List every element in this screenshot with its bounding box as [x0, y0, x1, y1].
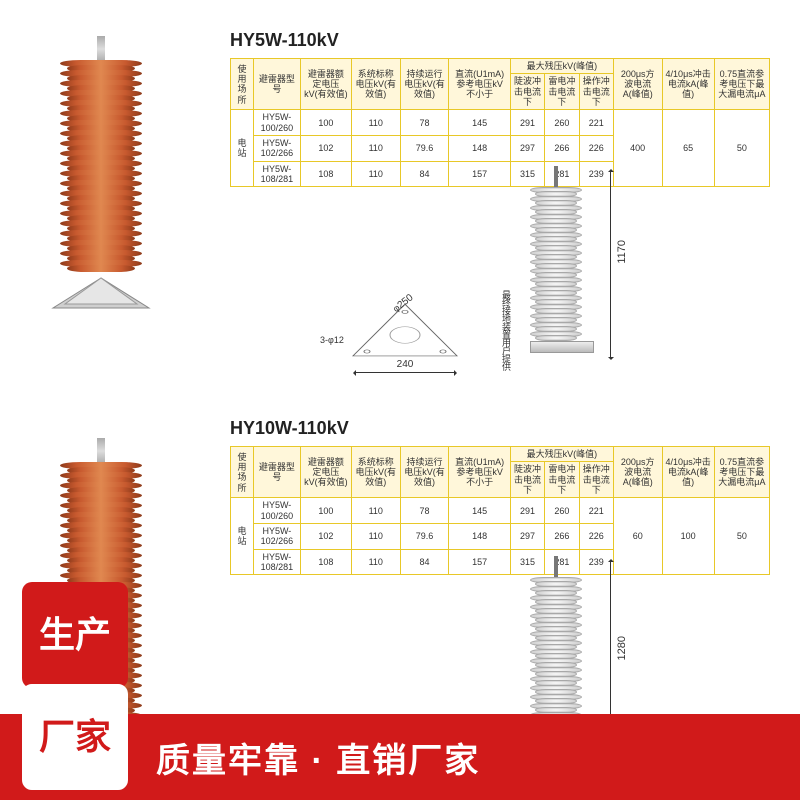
table-cell: 110 — [351, 110, 400, 136]
table-cell: 102 — [300, 524, 351, 550]
table-row: 电站HY5W-100/26010011078145291260221601005… — [231, 498, 770, 524]
table-cell: 110 — [351, 498, 400, 524]
table-header: 0.75直流参考电压下最大漏电流μA — [714, 59, 769, 110]
table-cell: 79.6 — [400, 524, 449, 550]
table-cell: HY5W-100/260 — [253, 498, 300, 524]
drawing-2-height-label: 1280 — [616, 636, 628, 660]
table-header: 使用场所 — [231, 447, 254, 498]
table-cell: 100 — [300, 110, 351, 136]
table-cell: 148 — [449, 136, 510, 162]
drawing-1-arrester — [530, 166, 582, 353]
table-cell: 157 — [449, 549, 510, 575]
table-header: 使用场所 — [231, 59, 254, 110]
table-subheader: 雷电冲击电流下 — [545, 462, 579, 498]
badge-square-2: 厂家 — [22, 684, 128, 790]
table-subheader: 操作冲击电流下 — [579, 462, 613, 498]
table-cell: 400 — [613, 110, 662, 187]
table-cell: 226 — [579, 136, 613, 162]
table-cell: 电站 — [231, 498, 254, 575]
table-cell: 157 — [449, 161, 510, 187]
table-cell: 260 — [545, 498, 579, 524]
table-cell: 145 — [449, 110, 510, 136]
table-header: 避雷器型号 — [253, 59, 300, 110]
table-cell: 50 — [714, 498, 769, 575]
table-header: 0.75直流参考电压下最大漏电流μA — [714, 447, 769, 498]
table-header: 最大残压kV(峰值) — [510, 59, 613, 74]
table-header: 直流(U1mA)参考电压kV不小于 — [449, 59, 510, 110]
table-header: 4/10μs冲击电流kA(峰值) — [662, 447, 714, 498]
table-cell: 65 — [662, 110, 714, 187]
table-header: 最大残压kV(峰值) — [510, 447, 613, 462]
spec-table-2: 使用场所避雷器型号避雷器额定电压kV(有效值)系统标称电压kV(有效值)持续运行… — [230, 446, 770, 575]
drawing-1-height-dim — [610, 172, 611, 357]
table-header: 避雷器额定电压kV(有效值) — [300, 447, 351, 498]
table-subheader: 雷电冲击电流下 — [545, 74, 579, 110]
table-cell: 110 — [351, 549, 400, 575]
table-cell: HY5W-100/260 — [253, 110, 300, 136]
table-cell: HY5W-102/266 — [253, 136, 300, 162]
table-cell: HY5W-108/281 — [253, 549, 300, 575]
table-cell: 84 — [400, 161, 449, 187]
table-cell: 226 — [579, 524, 613, 550]
table-header: 持续运行电压kV(有效值) — [400, 59, 449, 110]
table-header: 200μs方波电流A(峰值) — [613, 447, 662, 498]
table-cell: 260 — [545, 110, 579, 136]
table-cell: 102 — [300, 136, 351, 162]
table-cell: 110 — [351, 524, 400, 550]
section1-title: HY5W-110kV — [230, 30, 339, 51]
product-photo-1 — [60, 36, 142, 317]
table-cell: 145 — [449, 498, 510, 524]
table-cell: 108 — [300, 549, 351, 575]
drawing-1-note: 最终接地装置用户提供 — [500, 290, 513, 370]
table-cell: 239 — [579, 549, 613, 575]
table-cell: 266 — [545, 524, 579, 550]
table-header: 避雷器额定电压kV(有效值) — [300, 59, 351, 110]
table-cell: 100 — [300, 498, 351, 524]
table-cell: 79.6 — [400, 136, 449, 162]
drawing-1-hole: 3-φ12 — [320, 335, 344, 345]
table-header: 4/10μs冲击电流kA(峰值) — [662, 59, 714, 110]
table-cell: 221 — [579, 498, 613, 524]
badge-square-1: 生产 — [22, 582, 128, 688]
section2-title: HY10W-110kV — [230, 418, 349, 439]
table-cell: 291 — [510, 498, 544, 524]
drawing-1-height-label: 1170 — [616, 240, 628, 264]
table-header: 直流(U1mA)参考电压kV不小于 — [449, 447, 510, 498]
table-cell: 266 — [545, 136, 579, 162]
table-subheader: 陡波冲击电流下 — [510, 74, 544, 110]
table-cell: 110 — [351, 161, 400, 187]
spec-table-1: 使用场所避雷器型号避雷器额定电压kV(有效值)系统标称电压kV(有效值)持续运行… — [230, 58, 770, 187]
table-header: 避雷器型号 — [253, 447, 300, 498]
table-cell: 108 — [300, 161, 351, 187]
table-cell: 221 — [579, 110, 613, 136]
table-subheader: 操作冲击电流下 — [579, 74, 613, 110]
table-cell: 84 — [400, 549, 449, 575]
table-header: 系统标称电压kV(有效值) — [351, 447, 400, 498]
table-header: 持续运行电压kV(有效值) — [400, 447, 449, 498]
table-header: 系统标称电压kV(有效值) — [351, 59, 400, 110]
table-row: 电站HY5W-100/26010011078145291260221400655… — [231, 110, 770, 136]
table-subheader: 陡波冲击电流下 — [510, 462, 544, 498]
table-cell: 291 — [510, 110, 544, 136]
table-cell: 78 — [400, 110, 449, 136]
table-cell: HY5W-102/266 — [253, 524, 300, 550]
table-cell: 297 — [510, 136, 544, 162]
table-cell: 297 — [510, 524, 544, 550]
table-cell: 110 — [351, 136, 400, 162]
table-cell: 78 — [400, 498, 449, 524]
table-cell: HY5W-108/281 — [253, 161, 300, 187]
drawing-1-base-w-dim: 240 — [356, 372, 454, 373]
table-header: 200μs方波电流A(峰值) — [613, 59, 662, 110]
table-cell: 电站 — [231, 110, 254, 187]
table-cell: 148 — [449, 524, 510, 550]
table-cell: 50 — [714, 110, 769, 187]
table-cell: 60 — [613, 498, 662, 575]
table-cell: 100 — [662, 498, 714, 575]
